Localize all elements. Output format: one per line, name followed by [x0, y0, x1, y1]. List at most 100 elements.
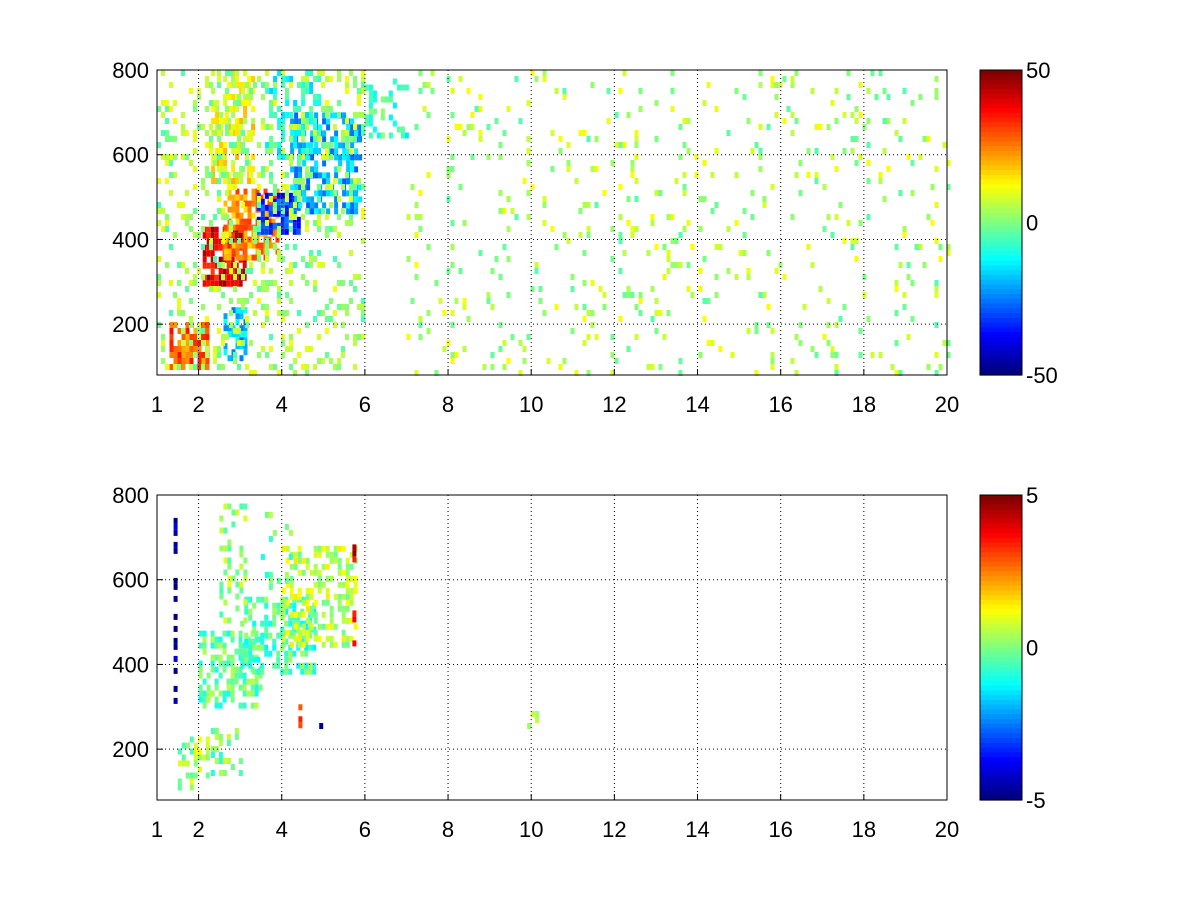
heat-cell [634, 142, 639, 148]
colorbar-frame [979, 69, 1023, 376]
heat-cell [185, 742, 190, 749]
y-tick-label: 800 [112, 483, 149, 508]
heat-cell [305, 172, 309, 178]
heat-cell [618, 316, 623, 322]
heat-cell [261, 262, 265, 268]
heat-cell [223, 148, 228, 154]
heat-cell [682, 118, 687, 124]
heat-cell [766, 250, 771, 256]
heat-cell [189, 88, 193, 94]
heat-cell [244, 632, 249, 639]
heat-cell [269, 106, 273, 112]
heat-cell [205, 328, 210, 334]
heat-cell [268, 228, 273, 235]
heat-cell [313, 100, 318, 106]
heat-cell [251, 212, 256, 219]
heat-cell [542, 70, 547, 76]
heat-cell [622, 70, 627, 76]
heat-cell [197, 346, 202, 352]
heat-cell [249, 262, 253, 268]
heat-cell [284, 523, 289, 530]
heat-cell [247, 82, 252, 88]
heat-cell [342, 178, 347, 185]
heat-cell [265, 142, 270, 148]
heat-cell [277, 292, 281, 298]
heat-cell [622, 250, 627, 256]
heat-cell [329, 184, 333, 190]
heat-cell [325, 575, 330, 582]
heat-cell [586, 136, 591, 142]
heat-cell [325, 184, 329, 190]
heat-cell [361, 184, 365, 190]
heat-cell [770, 82, 775, 88]
colorbar-segment [980, 79, 1022, 85]
heat-cell [462, 220, 467, 226]
heat-cell [878, 172, 883, 178]
heat-cell [257, 298, 261, 304]
heat-cell [257, 352, 261, 358]
heat-cell [206, 244, 211, 251]
colorbar-segment [980, 303, 1022, 309]
heat-cell [314, 160, 319, 167]
heat-cell [173, 637, 178, 644]
heat-cell [762, 292, 767, 298]
colorbar-segment [980, 685, 1022, 691]
heat-cell [173, 118, 177, 124]
heat-cell [219, 545, 224, 552]
heat-cell [241, 298, 245, 304]
heat-cell [223, 313, 228, 320]
heat-cell [325, 232, 329, 238]
heat-cell [227, 230, 232, 237]
heat-cell [317, 196, 321, 202]
heat-cell [177, 280, 181, 286]
heat-cell [157, 208, 161, 214]
heat-cell [346, 178, 351, 185]
heat-cell [193, 340, 198, 346]
heat-cell [239, 307, 244, 314]
heat-cell [242, 268, 247, 275]
heat-cell [281, 545, 286, 552]
heat-cell [318, 172, 323, 179]
colorbar-segment [980, 217, 1022, 224]
heat-cell [830, 100, 835, 106]
heat-cell [313, 256, 317, 262]
heat-cell [450, 352, 455, 358]
heat-cell [169, 328, 174, 334]
heat-cell [239, 242, 244, 249]
heat-cell [281, 118, 286, 124]
heat-cell [341, 130, 345, 136]
heat-cell [750, 190, 755, 196]
x-tick-label: 4 [276, 817, 288, 842]
heat-cell [317, 587, 322, 594]
heat-cell [248, 596, 253, 603]
heat-cell [218, 702, 223, 709]
heat-cell [185, 328, 190, 334]
heat-cell [866, 160, 871, 166]
heat-cell [364, 114, 369, 121]
colorbar-segment [980, 103, 1022, 109]
heat-cell [762, 202, 767, 208]
heat-cell [329, 611, 334, 618]
heat-cell [242, 690, 247, 697]
heat-cell [294, 172, 299, 179]
colorbar-segment [980, 690, 1022, 696]
heat-cell [922, 136, 927, 142]
heat-cell [239, 325, 244, 332]
heat-cell [239, 212, 244, 219]
heat-cell [238, 672, 243, 679]
heat-cell [229, 322, 233, 328]
heat-cell [341, 569, 346, 576]
heat-cell [319, 723, 324, 729]
colorbar: 500-50 [979, 58, 1058, 388]
heat-cell [297, 178, 301, 184]
heat-cell [217, 178, 221, 184]
heat-cell [201, 754, 206, 761]
heat-cell [289, 112, 294, 118]
heat-cell [666, 268, 671, 274]
heat-cell [782, 118, 787, 124]
heat-cell [353, 178, 357, 184]
heat-cell [261, 346, 265, 352]
heat-cell [325, 148, 329, 154]
heat-cell [201, 322, 206, 328]
heat-cell [272, 529, 277, 536]
